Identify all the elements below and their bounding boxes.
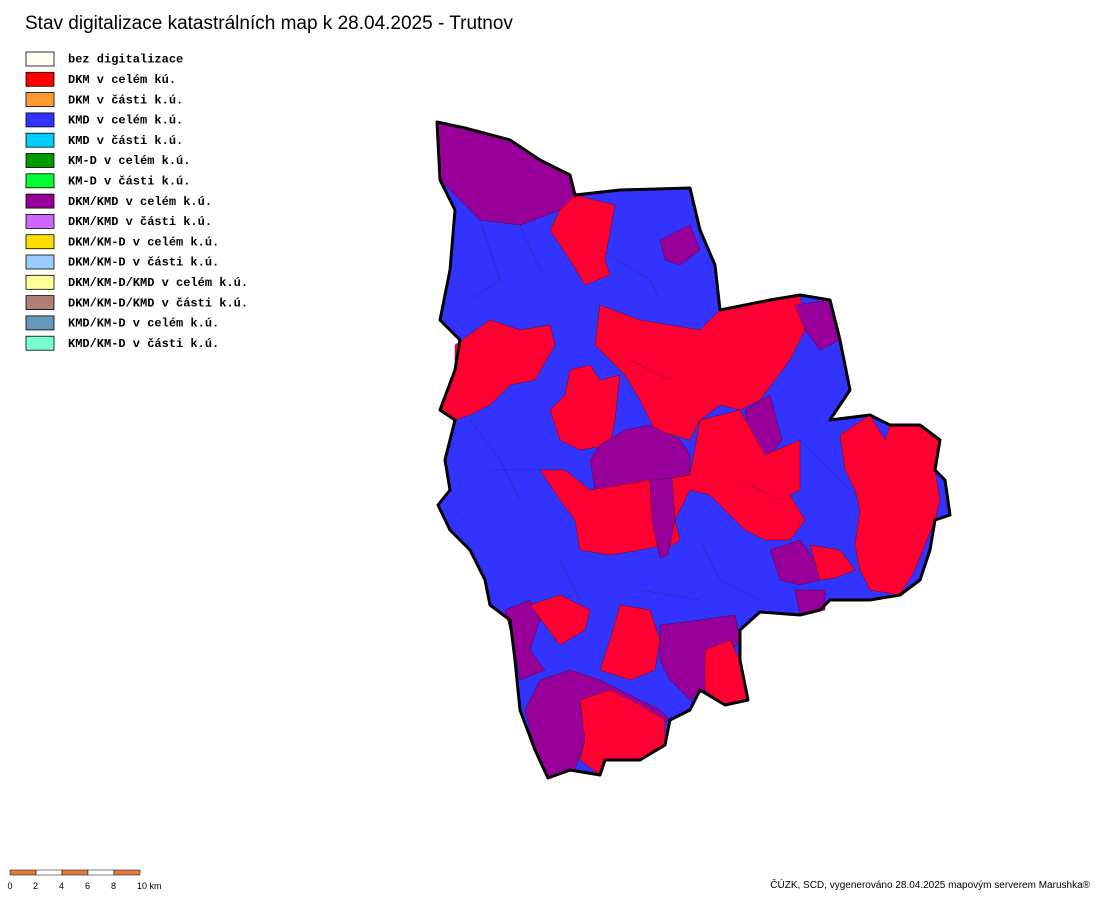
legend-swatch <box>25 51 55 67</box>
legend-label: KMD/KM-D v celém k.ú. <box>68 317 219 331</box>
map <box>435 120 952 780</box>
credit: ČÚZK, SCD, vygenerováno 28.04.2025 mapov… <box>770 878 1090 891</box>
legend-label: DKM/KM-D v části k.ú. <box>68 256 219 270</box>
legend-swatch <box>25 92 55 107</box>
legend-label: DKM/KM-D/KMD v části k.ú. <box>68 296 248 310</box>
legend-swatch <box>25 173 55 189</box>
scale-segment <box>35 869 63 876</box>
legend-label: DKM/KMD v části k.ú. <box>68 215 212 229</box>
region <box>549 194 616 286</box>
legend-label: bez digitalizace <box>68 53 183 67</box>
scale-label: 4 <box>59 881 64 891</box>
legend-swatch <box>25 112 55 128</box>
scale-label: 6 <box>85 881 90 891</box>
region <box>599 604 661 681</box>
legend-label: DKM/KM-D v celém k.ú. <box>68 235 219 249</box>
legend-swatch <box>25 71 55 87</box>
legend-label: DKM/KM-D/KMD v celém k.ú. <box>68 276 248 290</box>
scale-label: 10 km <box>137 881 162 891</box>
legend-swatch <box>25 193 55 209</box>
legend: bez digitalizace DKM v celém kú. DKM v čás… <box>25 51 248 351</box>
legend-label: KMD/KM-D v části k.ú. <box>68 337 219 351</box>
region <box>659 224 701 266</box>
scale-label: 2 <box>33 881 38 891</box>
scale-label: 0 <box>7 881 12 891</box>
region <box>529 594 591 646</box>
legend-swatch <box>25 274 55 290</box>
legend-label: KMD v části k.ú. <box>68 134 183 148</box>
legend-swatch <box>25 132 55 148</box>
legend-label: KM-D v celém k.ú. <box>68 154 190 168</box>
legend-swatch <box>25 254 55 270</box>
legend-swatch <box>25 213 55 229</box>
scale-segment <box>9 869 37 876</box>
scale-label: 8 <box>111 881 116 891</box>
legend-swatch <box>25 335 55 351</box>
legend-label: KMD v celém k.ú. <box>68 114 183 128</box>
boundaries <box>469 219 861 601</box>
legend-label: KM-D v části k.ú. <box>68 174 190 188</box>
scale-segment <box>87 869 115 876</box>
region <box>794 589 826 616</box>
legend-swatch <box>25 295 55 311</box>
scale-segment <box>113 869 141 876</box>
scale-segment <box>61 869 89 876</box>
legend-swatch <box>25 234 55 250</box>
region <box>794 299 841 351</box>
scale-bar: 0 2 4 6 8 10 km <box>7 869 162 891</box>
region <box>809 544 856 581</box>
region <box>649 477 676 559</box>
map-title: Stav digitalizace katastrálních map k 28… <box>25 13 513 34</box>
legend-swatch <box>25 153 55 168</box>
legend-label: DKM v celém kú. <box>68 73 176 87</box>
district-border <box>435 120 952 780</box>
legend-label: DKM v části k.ú. <box>68 93 183 107</box>
legend-swatch <box>25 315 55 331</box>
legend-label: DKM/KMD v celém k.ú. <box>68 195 212 209</box>
